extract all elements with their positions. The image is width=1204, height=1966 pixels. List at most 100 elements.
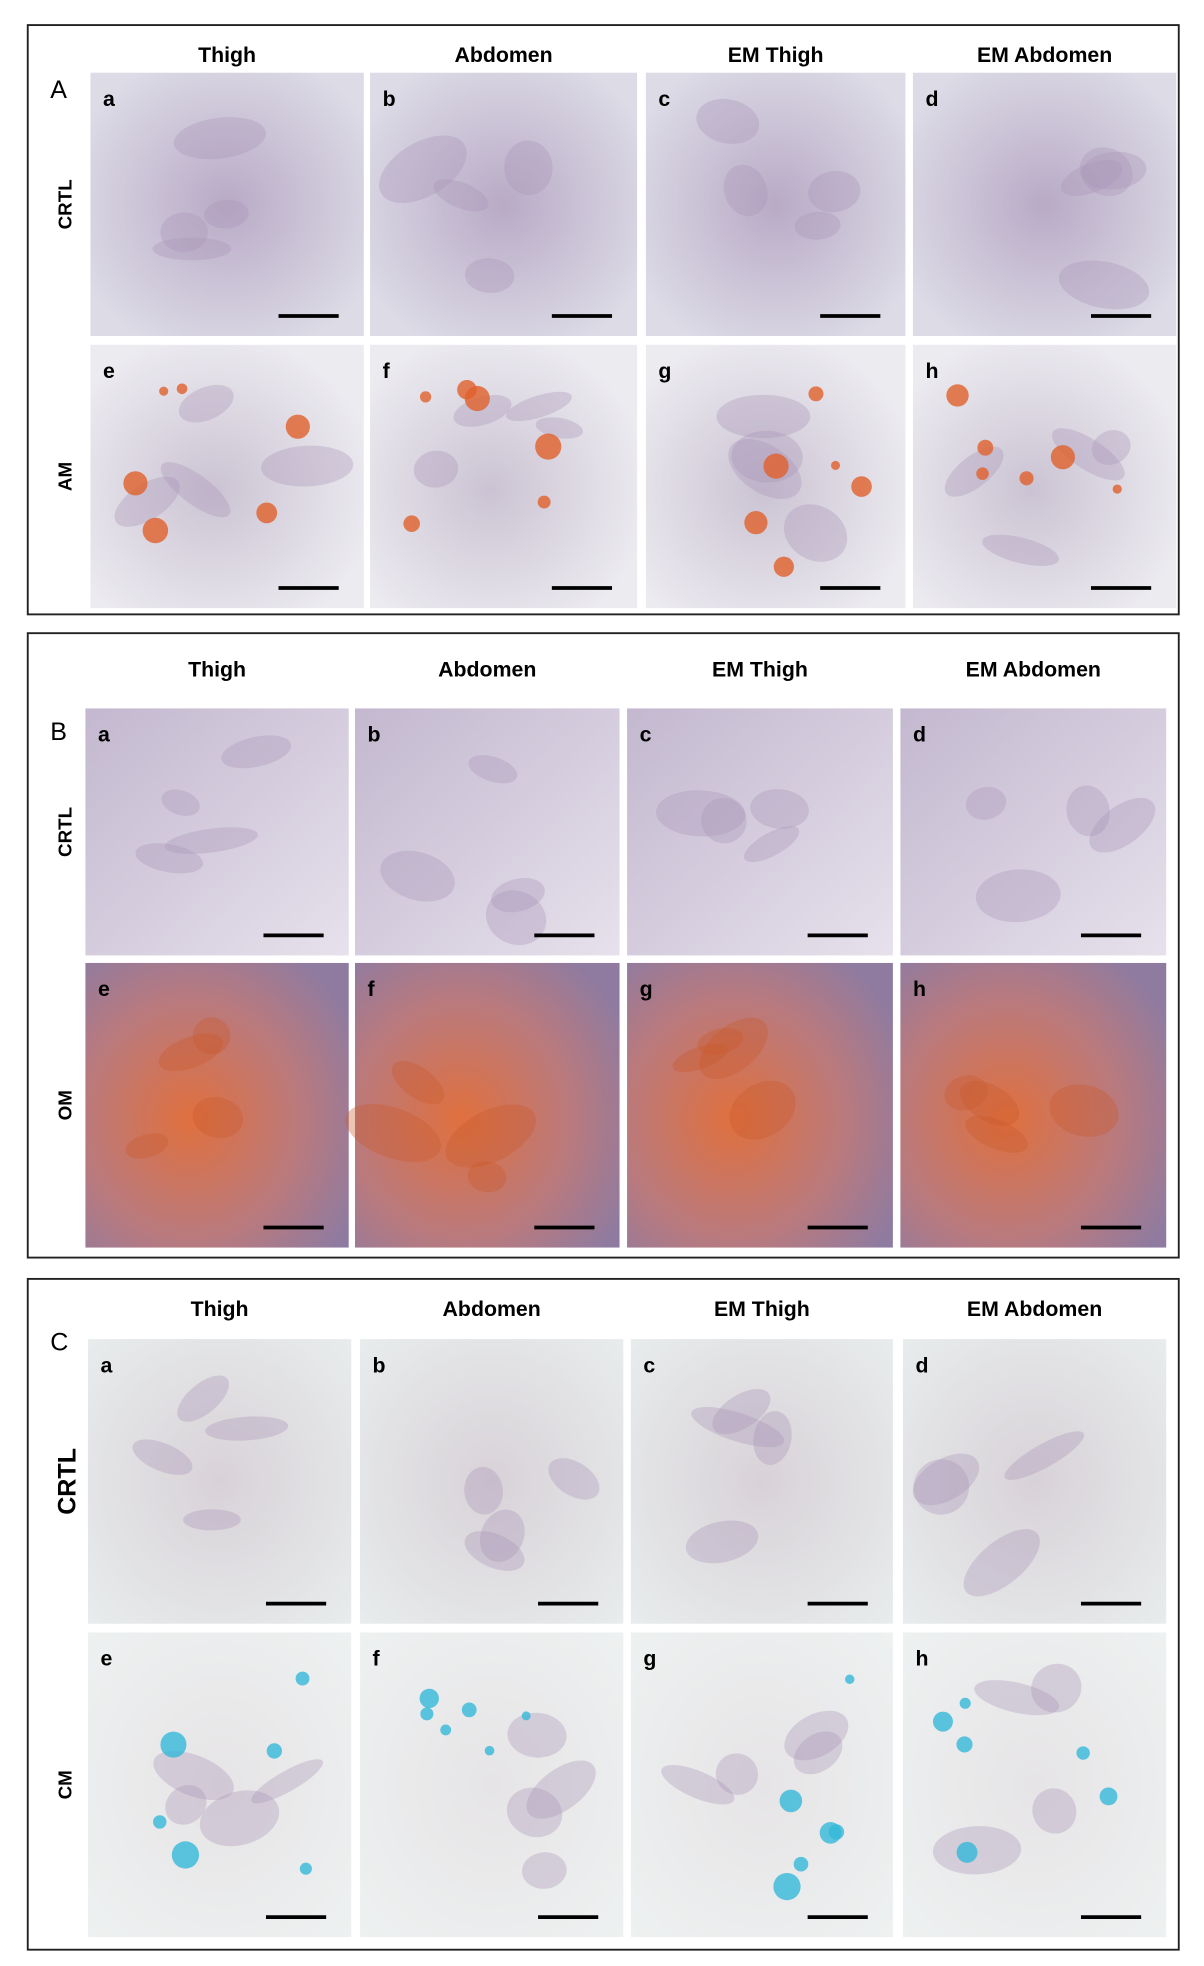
stain-spot: [160, 1731, 187, 1758]
cell-shape: [161, 789, 200, 816]
cell-letter: c: [658, 87, 670, 111]
stain-spot: [266, 1743, 282, 1759]
micrograph-image: [900, 708, 1167, 956]
stain-spot: [1099, 1787, 1118, 1806]
cell-shape: [1091, 430, 1131, 465]
cell-shape: [203, 199, 249, 229]
cell-shape: [114, 476, 180, 527]
cell-shape: [1051, 428, 1125, 481]
micrograph: c: [645, 72, 906, 337]
micrograph: c: [630, 1339, 893, 1624]
cell-letter: d: [915, 1353, 928, 1377]
cell-shape: [464, 1466, 503, 1515]
cell-shape: [808, 170, 861, 213]
cell-shape: [974, 1680, 1060, 1716]
column-header: Thigh: [198, 43, 256, 67]
stain-spot: [819, 1822, 842, 1844]
stain-spot: [457, 379, 477, 400]
cell-shape: [1049, 1084, 1119, 1137]
cell-shape: [506, 391, 572, 422]
micrograph-image: [87, 1339, 352, 1624]
cell-shape: [178, 384, 234, 423]
stain-spot: [295, 1671, 310, 1686]
cell-shape: [464, 258, 515, 293]
stain-spot: [285, 414, 310, 439]
cell-letter: a: [100, 1353, 112, 1377]
micrograph: g: [645, 344, 906, 609]
micrograph: b: [354, 708, 620, 956]
cell-letter: f: [373, 1647, 381, 1671]
micrograph: f: [370, 344, 638, 609]
cell-shape: [507, 1712, 567, 1758]
micrograph-image: [645, 72, 906, 337]
stain-spot: [537, 495, 551, 509]
micrograph: b: [360, 1339, 624, 1624]
cell-letter: h: [913, 977, 926, 1001]
micrograph: e: [90, 344, 364, 609]
cell-shape: [1066, 785, 1110, 837]
cell-shape: [199, 1790, 280, 1847]
stain-spot: [831, 460, 841, 470]
cell-shape: [715, 1753, 759, 1795]
column-header: EM Abdomen: [967, 1297, 1102, 1321]
cell-shape: [506, 1787, 563, 1838]
stain-spot: [535, 433, 562, 460]
column-header: Thigh: [191, 1297, 249, 1321]
micrograph-image: [630, 1339, 893, 1624]
panel-label: B: [50, 718, 67, 746]
micrograph: h: [912, 344, 1177, 609]
micrograph-image: [85, 962, 349, 1248]
stain-spot: [956, 1736, 973, 1753]
cell-shape: [165, 1784, 207, 1825]
cell-shape: [716, 394, 811, 439]
cell-shape: [160, 462, 231, 518]
cell-shape: [173, 117, 266, 160]
column-header: EM Thigh: [712, 657, 808, 681]
micrograph-image: [360, 1632, 624, 1938]
stain-spot: [976, 467, 989, 480]
cell-shape: [1089, 797, 1156, 853]
cell-shape: [982, 534, 1059, 566]
stain-spot: [171, 1841, 200, 1869]
cell-shape: [712, 1388, 771, 1435]
cell-shape: [251, 1759, 324, 1804]
cell-shape: [183, 1509, 241, 1531]
stain-spot: [779, 1789, 803, 1813]
stain-spot: [773, 556, 794, 577]
cell-shape: [479, 1509, 525, 1562]
cell-shape: [729, 1080, 796, 1140]
cell-shape: [391, 1060, 445, 1105]
stain-spot: [808, 386, 824, 402]
micrograph: f: [360, 1632, 624, 1938]
stain-spot: [484, 1745, 495, 1756]
micrograph: f: [345, 962, 620, 1248]
micrograph-image: [90, 72, 364, 337]
cell-shape: [701, 797, 747, 844]
micrograph-image: [627, 708, 893, 956]
micrograph-image: [85, 708, 349, 956]
micrograph-image: [912, 72, 1177, 337]
cell-shape: [485, 890, 547, 946]
micrograph: g: [627, 962, 893, 1248]
cell-shape: [413, 450, 459, 488]
cell-shape: [153, 1750, 234, 1801]
micrograph-image: [354, 708, 620, 956]
column-header: Abdomen: [438, 657, 536, 681]
stain-spot: [1076, 1746, 1090, 1760]
cell-shape: [975, 869, 1061, 923]
stain-spot: [1019, 471, 1034, 486]
micrograph: d: [902, 1339, 1167, 1624]
cell-letter: e: [100, 1647, 112, 1671]
cell-letter: g: [643, 1647, 656, 1671]
cell-shape: [490, 878, 545, 913]
stain-spot: [845, 1674, 855, 1685]
stain-spot: [299, 1862, 312, 1875]
cell-letter: e: [103, 359, 115, 383]
stain-spot: [1050, 445, 1075, 470]
cell-shape: [965, 786, 1007, 820]
micrograph-image: [370, 72, 638, 337]
cell-shape: [192, 1017, 231, 1055]
cell-shape: [380, 850, 455, 902]
cell-shape: [661, 1764, 735, 1805]
